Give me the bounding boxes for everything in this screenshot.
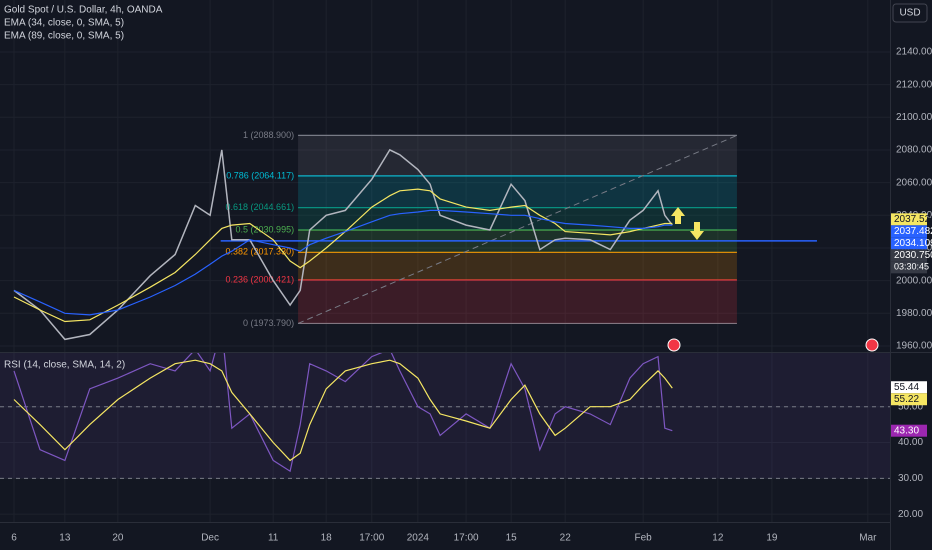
y-tick-label: 2120.000	[896, 79, 932, 90]
indicator-line	[13, 209, 673, 316]
indicator-line	[13, 359, 673, 462]
x-tick-label: Mar	[859, 533, 877, 544]
x-tick-label: Dec	[201, 533, 219, 544]
x-tick-label: 15	[506, 533, 518, 544]
x-tick-label: 13	[59, 533, 71, 544]
price-tag	[891, 393, 927, 406]
y-tick-label: 2140.000	[896, 47, 932, 58]
price-tag-label: 55.22	[894, 394, 919, 405]
fib-label: 0.786 (2064.117)	[226, 170, 294, 180]
y-tick-label: 2080.000	[896, 145, 932, 156]
fib-zone	[298, 252, 737, 280]
y-tick-label: 2000.000	[896, 275, 932, 286]
price-line	[13, 148, 673, 341]
x-tick-label: Feb	[635, 533, 653, 544]
x-tick-label: 11	[268, 533, 279, 544]
price-tag	[891, 424, 927, 437]
event-icon[interactable]	[667, 338, 681, 352]
legend-entry: EMA (89, close, 0, SMA, 5)	[4, 31, 124, 42]
countdown: 03:30:45	[894, 262, 929, 272]
countdown-box	[891, 261, 927, 274]
price-tag	[891, 213, 927, 226]
rsi-pane	[0, 353, 890, 522]
y-tick-label: 20.00	[898, 509, 923, 520]
fib-zone	[298, 207, 737, 230]
y-tick-label: 2100.000	[896, 112, 932, 123]
price-tag-label: 2034.109	[894, 238, 932, 249]
price-tag-label: 2037.482	[894, 226, 932, 237]
indicator-line	[13, 188, 673, 323]
fib-label: 0.5 (2030.995)	[236, 224, 295, 234]
y-tick-label: 1980.000	[896, 308, 932, 319]
y-tick-label: 2060.000	[896, 177, 932, 188]
price-tag	[891, 237, 927, 250]
x-tick-label: 17:00	[454, 533, 479, 544]
fib-label: 0.382 (2017.330)	[226, 247, 295, 257]
y-tick-label: 1960.000	[896, 341, 932, 352]
event-icon[interactable]	[865, 338, 879, 352]
fib-label: 0 (1973.790)	[243, 318, 294, 328]
legend-entry: EMA (34, close, 0, SMA, 5)	[4, 18, 124, 29]
y-tick-label: 50.00	[898, 401, 923, 412]
indicator-line	[13, 353, 673, 473]
fib-zone	[298, 135, 737, 176]
currency-button[interactable]	[892, 3, 928, 23]
fib-label: 0.236 (2000.421)	[226, 274, 295, 284]
price-tag-label: 55.44	[894, 382, 919, 393]
x-tick-label: 2024	[407, 533, 430, 544]
y-tick-label: 30.00	[898, 473, 923, 484]
up-arrow	[671, 207, 685, 224]
fib-label: 0.618 (2044.661)	[226, 202, 295, 212]
rsi-title: RSI (14, close, SMA, 14, 2)	[4, 360, 125, 371]
x-tick-label: 17:00	[359, 533, 384, 544]
fib-label: 1 (2088.900)	[243, 130, 294, 140]
axes: 1960.0001980.0002000.0002020.0002040.000…	[11, 47, 932, 544]
x-tick-label: 22	[560, 533, 572, 544]
price-tag-label: 2037.521	[894, 214, 932, 225]
price-pane: 0 (1973.790) 0.236 (2000.421) 0.382 (2017.…	[0, 0, 890, 352]
x-tick-label: 6	[11, 533, 17, 544]
price-tag-label: 43.30	[894, 425, 919, 436]
price-tag	[891, 381, 927, 394]
rsi-band	[0, 353, 890, 479]
currency-label: USD	[899, 8, 920, 19]
x-tick-label: 18	[321, 533, 333, 544]
price-tag	[891, 225, 927, 238]
fib-zone	[298, 279, 737, 324]
x-tick-label: 20	[112, 533, 124, 544]
x-tick-label: 19	[766, 533, 778, 544]
down-arrow	[690, 222, 704, 240]
price-tag-label: 2030.750	[894, 250, 932, 261]
chart-title: Gold Spot / U.S. Dollar, 4h, OANDA	[4, 5, 163, 16]
y-tick-label: 40.00	[898, 437, 923, 448]
price-tag	[891, 249, 927, 262]
x-tick-label: 12	[712, 533, 724, 544]
